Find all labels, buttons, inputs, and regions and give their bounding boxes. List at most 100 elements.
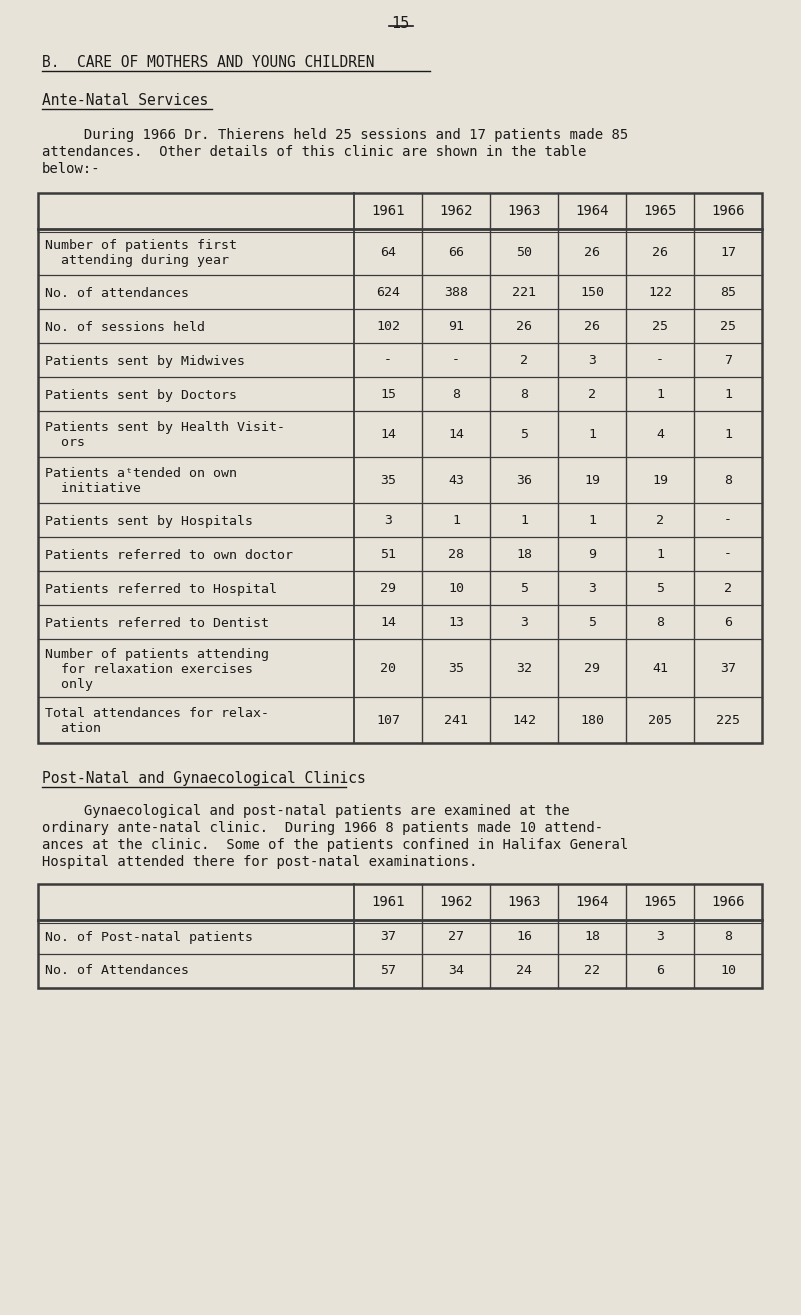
Text: 26: 26	[584, 320, 600, 333]
Text: -: -	[384, 354, 392, 367]
Text: 1: 1	[724, 388, 732, 401]
Text: 15: 15	[380, 388, 396, 401]
Text: 1: 1	[724, 427, 732, 441]
Text: 1964: 1964	[575, 896, 609, 909]
Text: No. of attendances: No. of attendances	[45, 287, 189, 300]
Text: 1: 1	[588, 513, 596, 526]
Text: 1: 1	[452, 513, 460, 526]
Text: 1: 1	[588, 427, 596, 441]
Text: initiative: initiative	[45, 483, 141, 494]
Text: 5: 5	[656, 581, 664, 594]
Text: ordinary ante-natal clinic.  During 1966 8 patients made 10 attend-: ordinary ante-natal clinic. During 1966 …	[42, 821, 603, 835]
Text: 7: 7	[724, 354, 732, 367]
Text: B.  CARE OF MOTHERS AND YOUNG CHILDREN: B. CARE OF MOTHERS AND YOUNG CHILDREN	[42, 55, 375, 70]
Text: 19: 19	[584, 473, 600, 487]
Text: 25: 25	[652, 320, 668, 333]
Text: for relaxation exercises: for relaxation exercises	[45, 663, 253, 676]
Text: 225: 225	[716, 714, 740, 726]
Text: 10: 10	[720, 964, 736, 977]
Text: Patients referred to Hospital: Patients referred to Hospital	[45, 583, 277, 596]
Text: 3: 3	[384, 513, 392, 526]
Text: 64: 64	[380, 246, 396, 259]
Text: 1966: 1966	[711, 204, 745, 218]
Text: 8: 8	[656, 615, 664, 629]
Text: 3: 3	[520, 615, 528, 629]
Bar	[38, 884, 762, 988]
Text: 107: 107	[376, 714, 400, 726]
Text: 32: 32	[516, 661, 532, 675]
Text: 1: 1	[520, 513, 528, 526]
Text: 35: 35	[448, 661, 464, 675]
Text: 1: 1	[656, 547, 664, 560]
Text: 29: 29	[584, 661, 600, 675]
Text: 34: 34	[448, 964, 464, 977]
Text: 57: 57	[380, 964, 396, 977]
Text: 150: 150	[580, 285, 604, 299]
Text: No. of sessions held: No. of sessions held	[45, 321, 205, 334]
Text: 26: 26	[584, 246, 600, 259]
Text: Patients sent by Health Visit-: Patients sent by Health Visit-	[45, 421, 285, 434]
Text: ation: ation	[45, 722, 101, 735]
Text: 1: 1	[656, 388, 664, 401]
Text: No. of Post-natal patients: No. of Post-natal patients	[45, 931, 253, 943]
Text: 27: 27	[448, 931, 464, 943]
Text: 29: 29	[380, 581, 396, 594]
Text: 3: 3	[656, 931, 664, 943]
Text: 221: 221	[512, 285, 536, 299]
Text: 17: 17	[720, 246, 736, 259]
Text: 24: 24	[516, 964, 532, 977]
Text: 1961: 1961	[371, 896, 405, 909]
Text: 5: 5	[520, 427, 528, 441]
Text: 241: 241	[444, 714, 468, 726]
Text: -: -	[724, 547, 732, 560]
Text: 66: 66	[448, 246, 464, 259]
Text: No. of Attendances: No. of Attendances	[45, 964, 189, 977]
Text: 20: 20	[380, 661, 396, 675]
Text: 1964: 1964	[575, 204, 609, 218]
Text: 388: 388	[444, 285, 468, 299]
Text: 6: 6	[656, 964, 664, 977]
Text: Patients aᵗtended on own: Patients aᵗtended on own	[45, 467, 237, 480]
Text: Patients referred to Dentist: Patients referred to Dentist	[45, 617, 269, 630]
Text: 1963: 1963	[507, 896, 541, 909]
Text: Number of patients first: Number of patients first	[45, 239, 237, 252]
Text: 26: 26	[516, 320, 532, 333]
Text: 18: 18	[516, 547, 532, 560]
Text: ances at the clinic.  Some of the patients confined in Halifax General: ances at the clinic. Some of the patient…	[42, 838, 628, 852]
Text: 36: 36	[516, 473, 532, 487]
Text: 14: 14	[448, 427, 464, 441]
Text: -: -	[452, 354, 460, 367]
Text: 1963: 1963	[507, 204, 541, 218]
Text: 14: 14	[380, 427, 396, 441]
Text: Hospital attended there for post-natal examinations.: Hospital attended there for post-natal e…	[42, 855, 477, 869]
Text: 43: 43	[448, 473, 464, 487]
Text: 37: 37	[380, 931, 396, 943]
Text: attending during year: attending during year	[45, 254, 229, 267]
Text: 8: 8	[452, 388, 460, 401]
Text: 1965: 1965	[643, 204, 677, 218]
Text: 1965: 1965	[643, 896, 677, 909]
Text: 28: 28	[448, 547, 464, 560]
Text: 142: 142	[512, 714, 536, 726]
Text: Gynaecological and post-natal patients are examined at the: Gynaecological and post-natal patients a…	[42, 803, 570, 818]
Text: 4: 4	[656, 427, 664, 441]
Text: 8: 8	[724, 473, 732, 487]
Text: Patients sent by Midwives: Patients sent by Midwives	[45, 355, 245, 367]
Text: Patients referred to own doctor: Patients referred to own doctor	[45, 548, 293, 562]
Text: Total attendances for relax-: Total attendances for relax-	[45, 707, 269, 721]
Text: 180: 180	[580, 714, 604, 726]
Text: attendances.  Other details of this clinic are shown in the table: attendances. Other details of this clini…	[42, 145, 586, 159]
Bar	[38, 193, 762, 743]
Text: Patients sent by Doctors: Patients sent by Doctors	[45, 388, 237, 401]
Text: ors: ors	[45, 437, 85, 448]
Text: 5: 5	[520, 581, 528, 594]
Text: Patients sent by Hospitals: Patients sent by Hospitals	[45, 514, 253, 527]
Text: -: -	[656, 354, 664, 367]
Text: 85: 85	[720, 285, 736, 299]
Text: 91: 91	[448, 320, 464, 333]
Text: Number of patients attending: Number of patients attending	[45, 647, 269, 660]
Text: 1962: 1962	[439, 896, 473, 909]
Text: 10: 10	[448, 581, 464, 594]
Text: 3: 3	[588, 581, 596, 594]
Text: 22: 22	[584, 964, 600, 977]
